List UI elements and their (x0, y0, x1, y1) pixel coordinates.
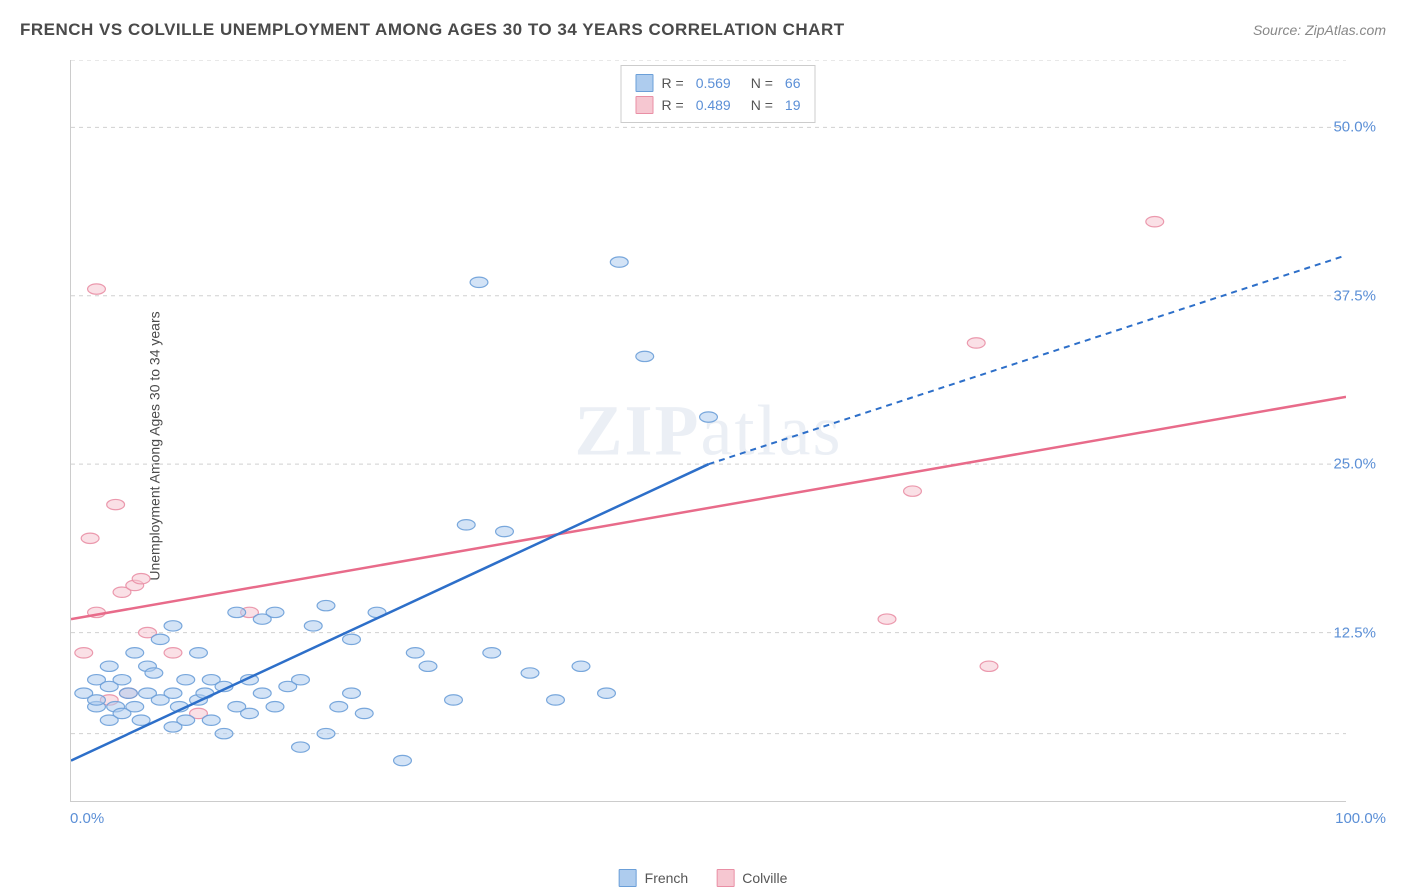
x-tick-label: 100.0% (1335, 810, 1386, 827)
data-point (419, 661, 437, 671)
legend-r-label: R = (662, 97, 684, 113)
legend-n-value: 19 (785, 97, 801, 113)
legend-swatch (636, 96, 654, 114)
data-point (394, 755, 412, 765)
data-point (598, 688, 616, 698)
legend-r-value: 0.489 (696, 97, 731, 113)
data-point (521, 668, 539, 678)
data-point (228, 607, 246, 617)
data-point (177, 675, 195, 685)
legend-n-label: N = (751, 75, 773, 91)
plot-svg (71, 60, 1346, 801)
legend-series-label: Colville (742, 870, 787, 886)
legend-n-value: 66 (785, 75, 801, 91)
data-point (572, 661, 590, 671)
data-point (355, 708, 373, 718)
data-point (610, 257, 628, 267)
data-point (496, 526, 514, 536)
data-point (164, 621, 182, 631)
legend-stats: R = 0.569 N = 66 R = 0.489 N = 19 (621, 65, 816, 123)
data-point (406, 648, 424, 658)
data-point (343, 688, 361, 698)
y-tick-label: 37.5% (1333, 287, 1376, 304)
data-point (343, 634, 361, 644)
legend-series-item: Colville (716, 869, 787, 887)
legend-r-label: R = (662, 75, 684, 91)
y-tick-label: 12.5% (1333, 624, 1376, 641)
trend-line (71, 464, 709, 760)
y-tick-label: 25.0% (1333, 456, 1376, 473)
data-point (113, 675, 131, 685)
legend-series: French Colville (619, 869, 788, 887)
data-point (636, 351, 654, 361)
legend-swatch (636, 74, 654, 92)
data-point (330, 702, 348, 712)
data-point (483, 648, 501, 658)
data-point (151, 634, 169, 644)
data-point (266, 702, 284, 712)
data-point (81, 533, 99, 543)
data-point (119, 688, 137, 698)
x-tick-label: 0.0% (70, 810, 104, 827)
legend-swatch (716, 869, 734, 887)
y-tick-label: 50.0% (1333, 119, 1376, 136)
data-point (470, 277, 488, 287)
data-point (904, 486, 922, 496)
chart-container: Unemployment Among Ages 30 to 34 years Z… (50, 60, 1386, 832)
chart-title: FRENCH VS COLVILLE UNEMPLOYMENT AMONG AG… (20, 20, 845, 40)
legend-series-label: French (645, 870, 689, 886)
data-point (700, 412, 718, 422)
data-point (100, 661, 118, 671)
data-point (292, 675, 310, 685)
data-point (317, 600, 335, 610)
data-point (878, 614, 896, 624)
data-point (445, 695, 463, 705)
data-point (196, 688, 214, 698)
chart-source: Source: ZipAtlas.com (1253, 22, 1386, 38)
data-point (177, 715, 195, 725)
data-point (132, 574, 150, 584)
legend-series-item: French (619, 869, 689, 887)
data-point (317, 728, 335, 738)
legend-stat-row: R = 0.489 N = 19 (636, 94, 801, 116)
data-point (145, 668, 163, 678)
data-point (457, 520, 475, 530)
chart-header: FRENCH VS COLVILLE UNEMPLOYMENT AMONG AG… (20, 20, 1386, 40)
data-point (107, 499, 125, 509)
data-point (266, 607, 284, 617)
plot-area: ZIPatlas (70, 60, 1346, 802)
trend-line (709, 255, 1347, 464)
data-point (164, 688, 182, 698)
data-point (75, 648, 93, 658)
data-point (292, 742, 310, 752)
trend-line (71, 397, 1346, 619)
data-point (202, 715, 220, 725)
legend-n-label: N = (751, 97, 773, 113)
legend-stat-row: R = 0.569 N = 66 (636, 72, 801, 94)
data-point (304, 621, 322, 631)
data-point (215, 728, 233, 738)
data-point (126, 648, 144, 658)
data-point (190, 648, 208, 658)
data-point (164, 648, 182, 658)
data-point (253, 688, 271, 698)
data-point (547, 695, 565, 705)
legend-r-value: 0.569 (696, 75, 731, 91)
data-point (88, 695, 106, 705)
legend-swatch (619, 869, 637, 887)
data-point (1146, 216, 1164, 226)
data-point (241, 708, 259, 718)
data-point (967, 338, 985, 348)
data-point (980, 661, 998, 671)
data-point (88, 284, 106, 294)
data-point (126, 702, 144, 712)
